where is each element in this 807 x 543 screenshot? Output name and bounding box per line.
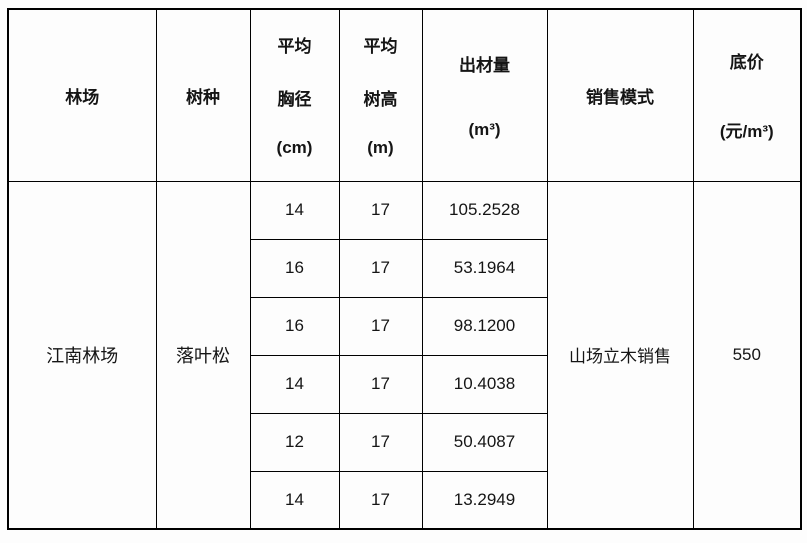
- cell-volume: 53.1964: [421, 238, 548, 298]
- cell-base-price: 550: [692, 180, 802, 530]
- header-line: 胸径: [277, 90, 312, 110]
- cell-dbh: 16: [249, 238, 340, 298]
- table-row: 14 17 13.2949: [8, 470, 801, 530]
- table-row: 江南林场 落叶松 14 17 105.2528 山场立木销售 550: [7, 180, 802, 530]
- cell-tree-height: 17: [338, 354, 423, 414]
- header-avg-dbh: 平均 胸径 (cm): [249, 8, 340, 182]
- header-base-price-text: 底价 (元/m³): [694, 48, 800, 142]
- header-line: 树种: [186, 87, 220, 107]
- cell-tree-height: 17: [338, 296, 423, 356]
- table-row: 12 17 50.4087: [8, 412, 801, 472]
- header-sales-mode-text: 销售模式: [548, 83, 692, 108]
- table-row: 14 17 10.4038: [8, 354, 801, 414]
- header-row: 林场 树种 平均 胸径 (cm) 平均: [7, 8, 802, 182]
- cell-tree-height: 17: [338, 412, 423, 472]
- cell-volume: 105.2528: [421, 180, 548, 240]
- cell-tree-height: 17: [338, 470, 423, 530]
- table-row: 16 17 53.1964: [8, 238, 801, 298]
- cell-tree-height: 17: [338, 238, 423, 298]
- cell-dbh: 14: [249, 470, 340, 530]
- cell-volume: 50.4087: [421, 412, 548, 472]
- header-line: (m): [367, 138, 394, 158]
- header-line: 平均: [363, 37, 398, 57]
- cell-volume: 10.4038: [421, 354, 548, 414]
- header-forest-farm: 林场: [7, 8, 157, 182]
- cell-tree-height: 17: [338, 180, 423, 240]
- table-row: 16 17 98.1200: [8, 296, 801, 356]
- timber-sales-table: 林场 树种 平均 胸径 (cm) 平均: [7, 8, 802, 530]
- header-line: 销售模式: [586, 87, 654, 107]
- cell-forest-farm: 江南林场: [7, 180, 157, 530]
- cell-dbh: 16: [249, 296, 340, 356]
- cell-dbh: 14: [249, 180, 340, 240]
- header-species: 树种: [155, 8, 251, 182]
- cell-dbh: 14: [249, 354, 340, 414]
- cell-volume: 13.2949: [421, 470, 548, 530]
- header-line: (m³): [468, 119, 501, 139]
- header-species-text: 树种: [157, 83, 249, 108]
- header-avg-dbh-text: 平均 胸径 (cm): [251, 32, 338, 158]
- header-forest-farm-text: 林场: [9, 83, 155, 108]
- header-line: 出材量: [459, 55, 510, 75]
- cell-species: 落叶松: [155, 180, 251, 530]
- cell-volume: 98.1200: [421, 296, 548, 356]
- header-line: 平均: [277, 37, 312, 57]
- header-sales-mode: 销售模式: [546, 8, 694, 182]
- header-line: (元/m³): [719, 122, 774, 142]
- header-avg-tree-height: 平均 树高 (m): [338, 8, 423, 182]
- header-avg-tree-height-text: 平均 树高 (m): [340, 32, 421, 158]
- cell-sales-mode: 山场立木销售: [546, 180, 694, 530]
- header-timber-volume: 出材量 (m³): [421, 8, 548, 182]
- header-base-price: 底价 (元/m³): [692, 8, 802, 182]
- header-line: (cm): [276, 138, 313, 158]
- header-line: 底价: [729, 53, 764, 73]
- header-line: 林场: [65, 87, 100, 107]
- header-timber-volume-text: 出材量 (m³): [423, 51, 546, 140]
- header-line: 树高: [363, 90, 398, 110]
- cell-dbh: 12: [249, 412, 340, 472]
